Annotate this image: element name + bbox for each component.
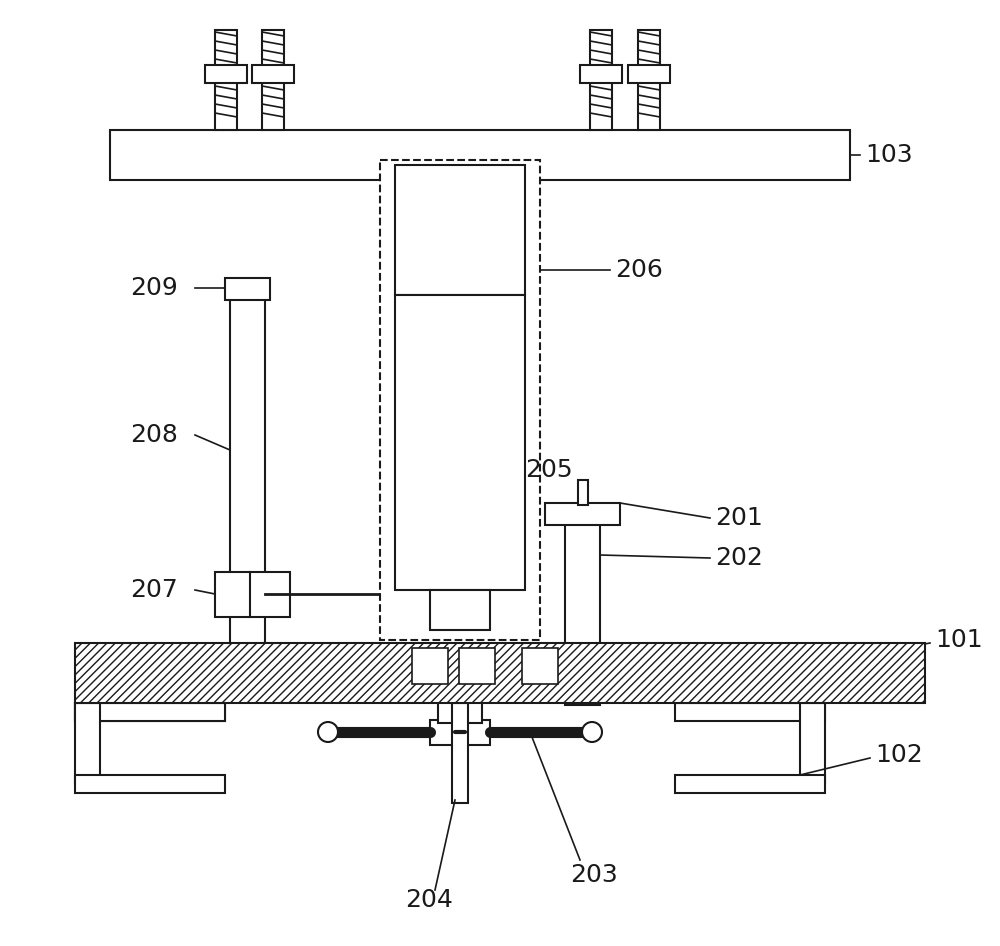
Polygon shape — [430, 590, 490, 630]
Polygon shape — [675, 775, 825, 793]
Polygon shape — [412, 648, 448, 684]
Polygon shape — [75, 703, 225, 721]
Text: 204: 204 — [405, 888, 453, 912]
Text: 205: 205 — [525, 458, 573, 482]
Polygon shape — [205, 65, 247, 83]
Polygon shape — [628, 65, 670, 83]
Polygon shape — [430, 720, 490, 745]
Polygon shape — [395, 295, 525, 590]
Text: 201: 201 — [715, 506, 763, 530]
Polygon shape — [230, 285, 265, 685]
Polygon shape — [252, 65, 294, 83]
Polygon shape — [215, 572, 290, 617]
Polygon shape — [522, 648, 558, 684]
Text: 206: 206 — [615, 258, 663, 282]
Polygon shape — [225, 278, 270, 300]
Polygon shape — [638, 30, 660, 130]
Polygon shape — [75, 703, 100, 783]
Text: 202: 202 — [715, 546, 763, 570]
Text: 103: 103 — [865, 143, 913, 167]
Polygon shape — [545, 503, 620, 525]
Polygon shape — [452, 703, 468, 803]
Polygon shape — [580, 65, 622, 83]
Text: 207: 207 — [130, 578, 178, 602]
Polygon shape — [395, 165, 525, 295]
Polygon shape — [459, 648, 495, 684]
Polygon shape — [110, 130, 850, 180]
Circle shape — [582, 722, 602, 742]
Text: 203: 203 — [570, 863, 618, 887]
Polygon shape — [75, 643, 925, 703]
Bar — [380, 160, 540, 640]
Polygon shape — [565, 510, 600, 705]
Polygon shape — [578, 480, 588, 505]
Text: 101: 101 — [935, 628, 983, 652]
Polygon shape — [590, 30, 612, 130]
Text: 102: 102 — [875, 743, 923, 767]
Text: 209: 209 — [130, 276, 178, 300]
Polygon shape — [675, 703, 825, 721]
Polygon shape — [438, 698, 482, 723]
Polygon shape — [262, 30, 284, 130]
Circle shape — [318, 722, 338, 742]
Polygon shape — [215, 30, 237, 130]
Polygon shape — [75, 703, 225, 721]
Polygon shape — [75, 775, 225, 793]
Polygon shape — [800, 703, 825, 783]
Text: 208: 208 — [130, 423, 178, 447]
